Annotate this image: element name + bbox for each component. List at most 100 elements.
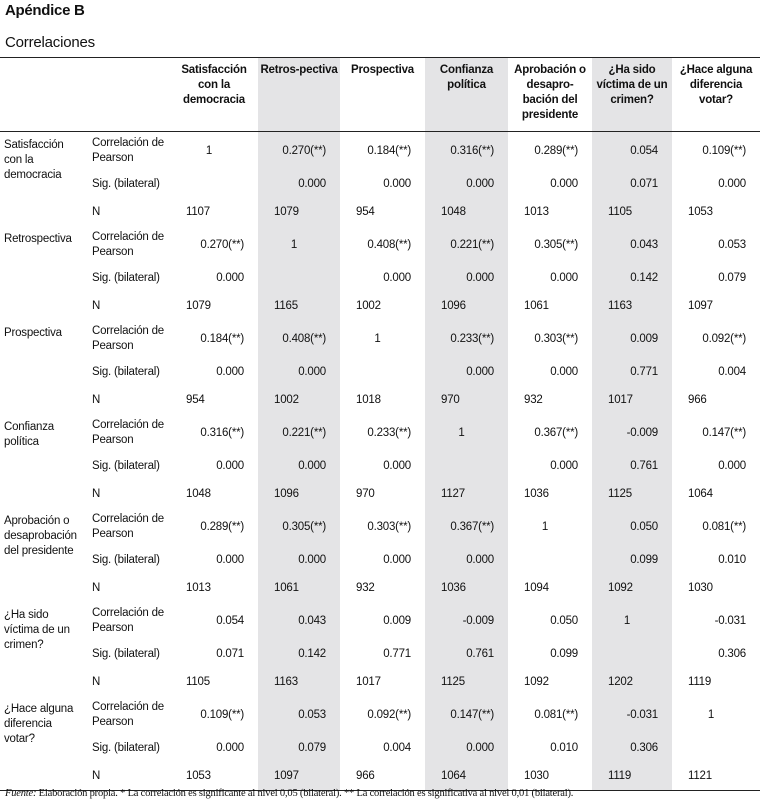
cell-n: 1092 (524, 676, 549, 688)
cell-n: 1125 (592, 480, 672, 508)
cell-corr: 0.054 (592, 131, 672, 170)
cell-sig: 0.761 (592, 452, 672, 480)
cell-sig: 0.079 (258, 734, 340, 762)
cell-n: 1119 (688, 676, 712, 688)
cell-sig (170, 170, 258, 198)
cell-n: 966 (688, 394, 707, 406)
cell-corr: 0.109(**) (702, 144, 746, 157)
cell-n: 1030 (688, 582, 713, 594)
stat-label: N (92, 300, 101, 312)
cell-sig: 0.099 (550, 648, 578, 660)
correlation-table: Satisfacción con la democracia Retros-pec… (0, 57, 760, 791)
cell-corr: 0.184(**) (200, 332, 244, 345)
cell-sig (258, 264, 340, 292)
cell-n: 954 (356, 206, 375, 218)
cell-sig (592, 640, 672, 668)
cell-sig: 0.000 (383, 460, 411, 472)
cell-corr: 1 (374, 332, 381, 345)
table-row: Satisfacción con la democracia Correlació… (0, 131, 760, 181)
stat-label: Sig. (bilateral) (92, 742, 160, 754)
stat-label: Sig. (bilateral) (92, 460, 160, 472)
cell-sig: 0.071 (216, 648, 244, 660)
cell-sig: 0.000 (550, 272, 578, 284)
footnote-text: Elaboración propia. * La correlación es … (36, 788, 574, 799)
stat-label: N (92, 206, 101, 218)
cell-corr: -0.031 (714, 614, 747, 627)
cell-n: 1127 (425, 480, 508, 508)
cell-sig: 0.000 (550, 178, 578, 190)
cell-sig: 0.079 (718, 272, 746, 284)
column-header: Confianza política (425, 57, 508, 132)
cell-n: 1064 (425, 762, 508, 791)
table-row: Prospectiva Correlación de Pearson 0.184(*… (0, 320, 760, 358)
cell-n: 1079 (258, 198, 340, 226)
cell-sig: 0.071 (592, 170, 672, 198)
table-row: Aprobación o desaprobación del president… (0, 508, 760, 557)
cell-n: 1002 (258, 386, 340, 414)
stat-label: Sig. (bilateral) (92, 178, 160, 190)
cell-sig: 0.000 (718, 178, 746, 190)
cell-corr: 0.053 (258, 696, 340, 734)
cell-n: 1036 (524, 488, 549, 500)
row-variable-label: Retrospectiva (4, 233, 72, 245)
cell-sig: 0.000 (216, 272, 244, 284)
cell-corr: 1 (425, 414, 508, 452)
stat-label: Correlación de Pearson (92, 513, 164, 540)
stat-label: Correlación de Pearson (92, 607, 164, 634)
row-variable-label: Aprobación o desaprobación del president… (4, 515, 77, 557)
cell-sig: 0.000 (550, 366, 578, 378)
cell-n: 1121 (688, 770, 712, 782)
cell-corr: 1 (205, 144, 213, 157)
cell-corr: 0.043 (258, 602, 340, 640)
cell-corr: 0.109(**) (200, 708, 244, 721)
cell-n: 1107 (186, 206, 210, 218)
cell-n: 1119 (592, 762, 672, 791)
row-variable-label: Prospectiva (4, 327, 62, 339)
cell-n: 1013 (524, 206, 549, 218)
footnote-source-label: Fuente: (5, 788, 37, 799)
cell-sig: 0.000 (425, 546, 508, 574)
cell-sig: 0.000 (258, 358, 340, 386)
cell-sig (425, 452, 508, 480)
table-row: Retrospectiva Correlación de Pearson 0.270… (0, 226, 760, 264)
cell-n: 1096 (425, 292, 508, 320)
table-row: N 1013 1061 932 1036 1094 1092 1030 (0, 574, 760, 602)
cell-n: 1053 (688, 206, 713, 218)
cell-sig: 0.142 (258, 640, 340, 668)
column-header: Satisfacción con la democracia (181, 64, 247, 106)
cell-sig: 0.004 (383, 742, 411, 754)
cell-sig: 0.000 (216, 554, 244, 566)
cell-sig (672, 734, 760, 762)
table-row: N 1105 1163 1017 1125 1092 1202 1119 (0, 668, 760, 696)
stat-label: N (92, 582, 101, 594)
cell-corr: 0.408(**) (367, 238, 411, 251)
row-variable-label: Confianza política (4, 421, 54, 448)
corner-cell (0, 58, 88, 132)
header-row: Satisfacción con la democracia Retros-pec… (0, 57, 760, 132)
column-header: Aprobación o desapro-bación del presiden… (514, 64, 586, 121)
cell-sig: 0.000 (216, 742, 244, 754)
row-variable-label: ¿Hace alguna diferencia votar? (4, 703, 74, 745)
cell-corr: 0.092(**) (702, 332, 746, 345)
cell-n: 1096 (258, 480, 340, 508)
cell-corr: 0.053 (718, 238, 746, 251)
cell-n: 932 (524, 394, 543, 406)
cell-corr: 0.289(**) (200, 520, 244, 533)
cell-n: 1105 (186, 676, 210, 688)
cell-sig: 0.000 (718, 460, 746, 472)
column-header: Retros-pectiva (258, 57, 340, 132)
cell-n: 1048 (425, 198, 508, 226)
cell-n: 970 (425, 386, 508, 414)
cell-corr: 0.184(**) (367, 144, 411, 157)
cell-n: 1061 (258, 574, 340, 602)
cell-sig: 0.000 (216, 460, 244, 472)
table-row: ¿Hace alguna diferencia votar? Correlació… (0, 696, 760, 745)
table-row: ¿Ha sido víctima de un crimen? Correlació… (0, 602, 760, 651)
cell-corr: 0.009 (383, 614, 411, 627)
table-row: N 1053 1097 966 1064 1030 1119 1121 (0, 762, 760, 791)
cell-sig: 0.000 (258, 546, 340, 574)
cell-n: 1163 (258, 668, 340, 696)
table-row: Sig. (bilateral) 0.000 0.000 0.000 0.000 0.14… (0, 264, 760, 292)
cell-corr: 0.305(**) (534, 238, 578, 251)
cell-n: 932 (356, 582, 375, 594)
